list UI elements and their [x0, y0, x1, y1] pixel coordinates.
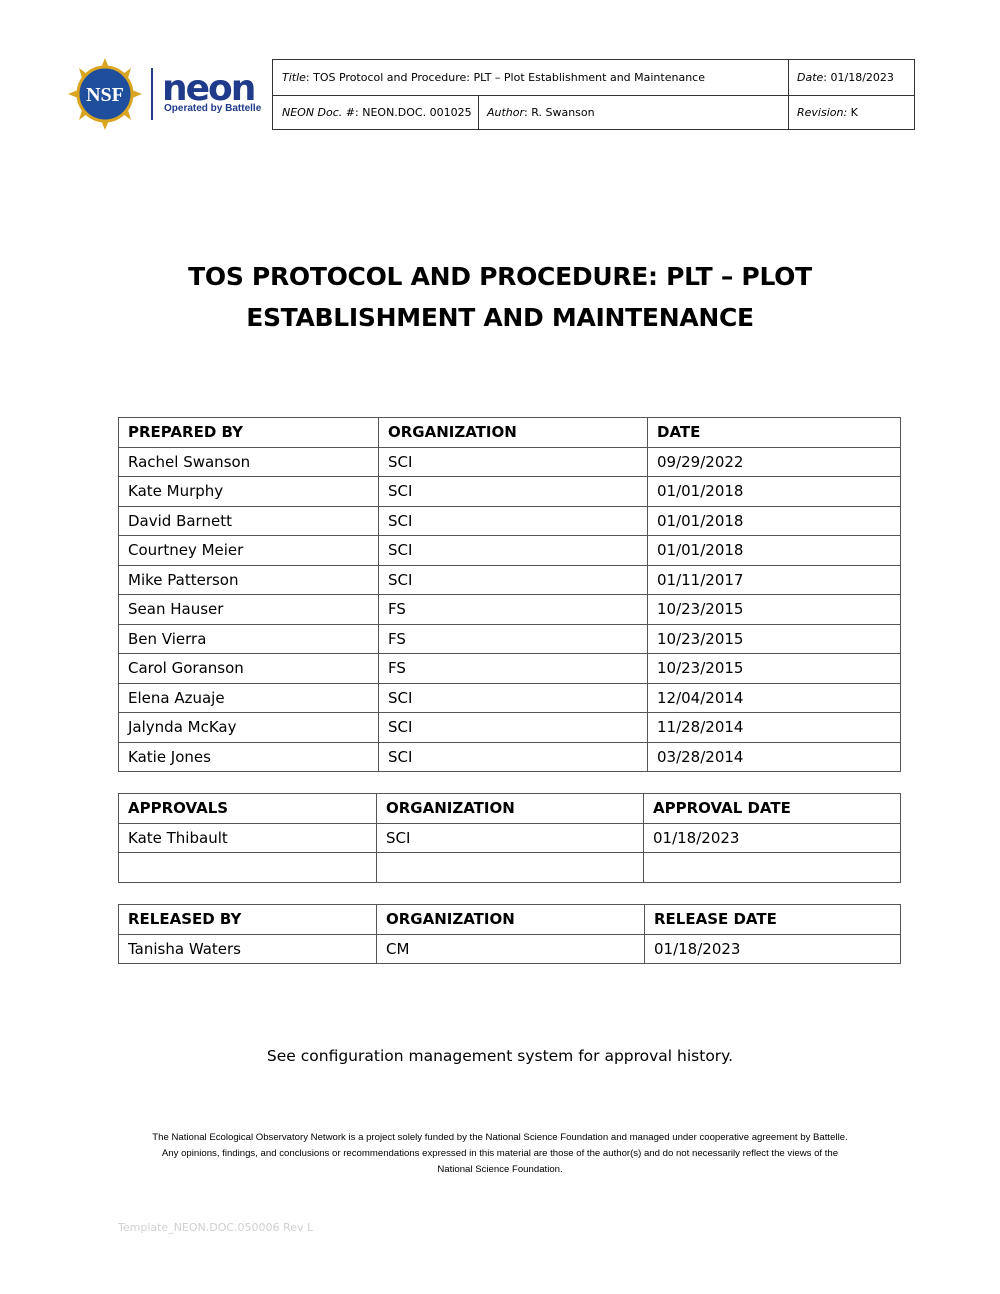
table-cell: FS: [378, 623, 648, 654]
disclaimer-line: National Science Foundation.: [437, 1164, 563, 1175]
table-cell: SCI: [378, 564, 648, 595]
table-cell: SCI: [378, 741, 648, 772]
doc-number-field: NEON Doc. #: NEON.DOC. 001025: [282, 106, 472, 119]
doc-author-field: Author: R. Swanson: [487, 106, 595, 119]
table-cell: Kate Murphy: [118, 476, 379, 507]
table-cell: 03/28/2014: [647, 741, 901, 772]
table-header-row: APPROVALS ORGANIZATION APPROVAL DATE: [118, 793, 901, 824]
table-cell: SCI: [378, 682, 648, 713]
nsf-seal-icon: NSF neon Operated by Battelle: [68, 58, 262, 130]
page-title: TOS PROTOCOL AND PROCEDURE: PLT – PLOT E…: [0, 256, 1000, 338]
table-cell: Jalynda McKay: [118, 712, 379, 743]
table-cell: Carol Goranson: [118, 653, 379, 684]
table-cell: 09/29/2022: [647, 446, 901, 477]
table-cell: SCI: [376, 822, 644, 853]
svg-text:NSF: NSF: [86, 84, 124, 106]
table-cell: David Barnett: [118, 505, 379, 536]
approvals-table: APPROVALS ORGANIZATION APPROVAL DATE Kate T…: [118, 793, 901, 883]
table-cell: 12/04/2014: [647, 682, 901, 713]
doc-title-field: Title: TOS Protocol and Procedure: PLT –…: [282, 71, 705, 84]
table-cell: [118, 852, 377, 883]
table-cell: SCI: [378, 505, 648, 536]
table-cell: FS: [378, 653, 648, 684]
table-row: Carol Goranson FS 10/23/2015: [118, 653, 901, 684]
table-cell: Courtney Meier: [118, 535, 379, 566]
table-cell: Ben Vierra: [118, 623, 379, 654]
table-cell: 01/11/2017: [647, 564, 901, 595]
column-header: APPROVAL DATE: [643, 793, 901, 824]
table-row: Courtney Meier SCI 01/01/2018: [118, 535, 901, 566]
table-cell: CM: [376, 933, 645, 964]
table-cell: SCI: [378, 446, 648, 477]
column-header: PREPARED BY: [118, 417, 379, 448]
table-cell: 10/23/2015: [647, 653, 901, 684]
table-cell: 10/23/2015: [647, 623, 901, 654]
table-cell: SCI: [378, 712, 648, 743]
table-cell: Elena Azuaje: [118, 682, 379, 713]
table-row: Rachel Swanson SCI 09/29/2022: [118, 446, 901, 477]
table-cell: FS: [378, 594, 648, 625]
column-header: DATE: [647, 417, 901, 448]
title-line: ESTABLISHMENT AND MAINTENANCE: [246, 303, 754, 332]
approval-history-note: See configuration management system for …: [266, 1047, 734, 1065]
table-cell: Sean Hauser: [118, 594, 379, 625]
table-cell: 11/28/2014: [647, 712, 901, 743]
column-header: APPROVALS: [118, 793, 377, 824]
nsf-neon-logo: NSF neon Operated by Battelle: [68, 58, 270, 130]
doc-revision-field: Revision: K: [797, 106, 858, 119]
column-header: RELEASED BY: [118, 904, 377, 935]
table-row: Katie Jones SCI 03/28/2014: [118, 741, 901, 772]
table-cell: 01/18/2023: [644, 933, 901, 964]
table-row: Kate Thibault SCI 01/18/2023: [118, 822, 901, 853]
table-header-row: RELEASED BY ORGANIZATION RELEASE DATE: [118, 904, 901, 935]
title-line: TOS PROTOCOL AND PROCEDURE: PLT – PLOT: [188, 262, 812, 291]
table-row: Jalynda McKay SCI 11/28/2014: [118, 712, 901, 743]
table-row: Tanisha Waters CM 01/18/2023: [118, 933, 901, 964]
column-header: ORGANIZATION: [378, 417, 648, 448]
table-cell: [643, 852, 901, 883]
table-cell: Tanisha Waters: [118, 933, 377, 964]
table-header-row: PREPARED BY ORGANIZATION DATE: [118, 417, 901, 448]
svg-text:Operated by Battelle: Operated by Battelle: [164, 103, 262, 114]
table-cell: [376, 852, 644, 883]
table-row: Mike Patterson SCI 01/11/2017: [118, 564, 901, 595]
table-row: Sean Hauser FS 10/23/2015: [118, 594, 901, 625]
table-cell: Mike Patterson: [118, 564, 379, 595]
column-header: ORGANIZATION: [376, 904, 645, 935]
table-cell: 01/01/2018: [647, 535, 901, 566]
table-cell: SCI: [378, 535, 648, 566]
table-cell: SCI: [378, 476, 648, 507]
template-id: Template_NEON.DOC.050006 Rev L: [118, 1221, 314, 1234]
disclaimer-line: Any opinions, findings, and conclusions …: [161, 1148, 839, 1159]
doc-date-field: Date: 01/18/2023: [797, 71, 894, 84]
table-row: Kate Murphy SCI 01/01/2018: [118, 476, 901, 507]
funding-disclaimer: The National Ecological Observatory Netw…: [110, 1130, 890, 1178]
column-header: RELEASE DATE: [644, 904, 901, 935]
document-header-table: Title: TOS Protocol and Procedure: PLT –…: [272, 59, 915, 130]
disclaimer-line: The National Ecological Observatory Netw…: [152, 1132, 848, 1143]
table-cell: Kate Thibault: [118, 822, 377, 853]
table-cell: 10/23/2015: [647, 594, 901, 625]
table-row: Elena Azuaje SCI 12/04/2014: [118, 682, 901, 713]
table-row: David Barnett SCI 01/01/2018: [118, 505, 901, 536]
prepared-by-table: PREPARED BY ORGANIZATION DATE Rachel Swanso…: [118, 417, 901, 772]
svg-text:neon: neon: [162, 68, 254, 109]
table-cell: 01/01/2018: [647, 505, 901, 536]
table-row: Ben Vierra FS 10/23/2015: [118, 623, 901, 654]
table-row: [118, 852, 901, 883]
table-cell: 01/01/2018: [647, 476, 901, 507]
table-cell: Rachel Swanson: [118, 446, 379, 477]
column-header: ORGANIZATION: [376, 793, 644, 824]
table-cell: 01/18/2023: [643, 822, 901, 853]
table-cell: Katie Jones: [118, 741, 379, 772]
released-by-table: RELEASED BY ORGANIZATION RELEASE DATE Tanis…: [118, 904, 901, 964]
